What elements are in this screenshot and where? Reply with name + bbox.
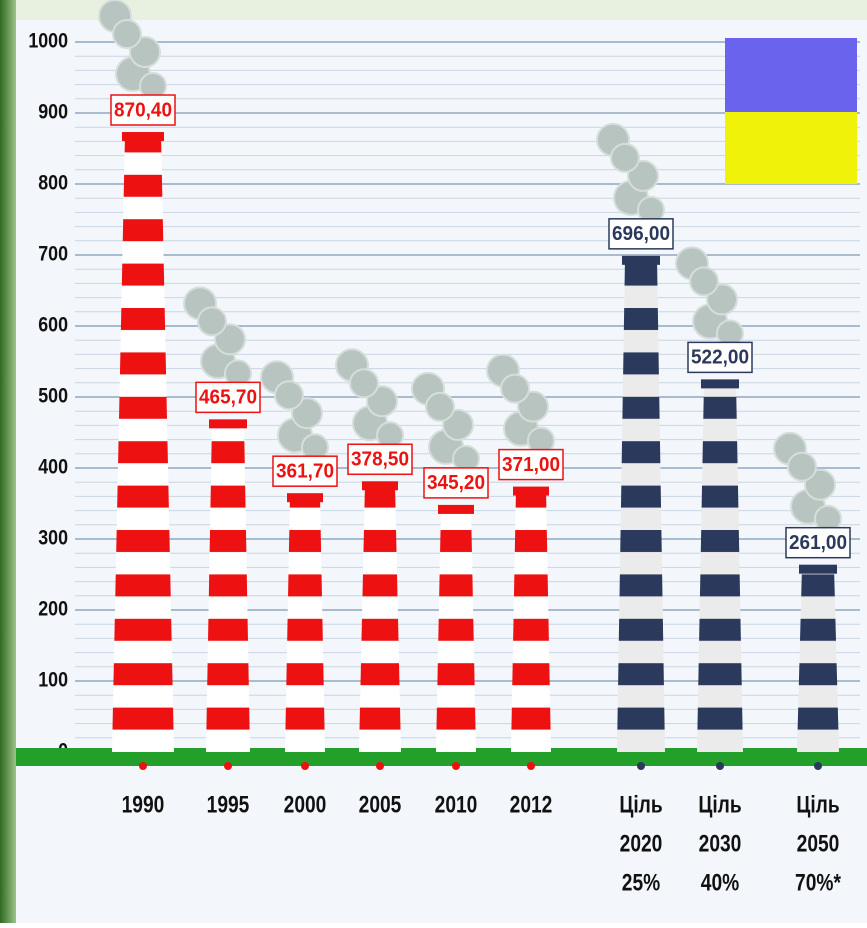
x-tick-label: 70%* — [795, 868, 841, 896]
base-dot — [139, 762, 147, 770]
y-tick-label: 300 — [38, 526, 68, 550]
y-tick-label: 1000 — [28, 29, 68, 53]
x-tick-label: 2030 — [699, 829, 742, 857]
y-tick-label: 500 — [38, 384, 68, 408]
chimney-cap — [438, 504, 474, 514]
value-label-box — [272, 455, 338, 487]
base-dot — [376, 762, 384, 770]
x-tick-label: 2050 — [797, 829, 840, 857]
value-label: 522,00 — [691, 347, 749, 369]
y-tick-label: 400 — [38, 455, 68, 479]
value-label-box — [608, 218, 674, 250]
y-tick-label: 900 — [38, 100, 68, 124]
chimney-cap — [287, 493, 323, 503]
value-label: 378,50 — [351, 449, 409, 471]
value-label-box — [687, 341, 753, 374]
smoke — [112, 19, 142, 50]
chimney-cap — [362, 481, 398, 491]
value-label-box — [785, 526, 851, 559]
value-label: 465,70 — [199, 387, 257, 409]
x-tick-label: Ціль — [796, 790, 839, 818]
bar — [206, 421, 250, 752]
base-dot — [452, 762, 460, 770]
value-label: 371,00 — [502, 454, 560, 476]
x-tick-label: 1995 — [207, 790, 250, 818]
x-tick-label: 2005 — [359, 790, 402, 818]
smoke — [787, 451, 817, 482]
base-dot — [224, 762, 232, 770]
x-tick-label: 2020 — [620, 829, 663, 857]
x-tick-label: 2010 — [435, 790, 478, 818]
smoke — [500, 373, 530, 404]
base-dot — [637, 762, 645, 770]
x-tick-label: 25% — [622, 868, 660, 896]
base-dot — [814, 762, 822, 770]
smoke — [349, 368, 379, 399]
y-tick-label: 100 — [38, 668, 68, 692]
x-tick-label: Ціль — [698, 790, 741, 818]
marks: 870,401990465,701995361,702000378,502005… — [16, 0, 867, 896]
bar — [697, 381, 743, 752]
chimney-cap — [513, 486, 549, 496]
smoke — [425, 391, 455, 422]
value-label-box — [110, 94, 176, 126]
x-tick-label: 2000 — [284, 790, 327, 818]
y-tick-label: 700 — [38, 242, 68, 266]
bar — [511, 488, 551, 752]
value-label-box — [195, 381, 261, 414]
value-label-box — [498, 448, 564, 481]
bar — [617, 257, 665, 752]
smoke — [274, 380, 304, 411]
base-dot — [527, 762, 535, 770]
smoke — [689, 266, 719, 297]
y-tick-label: 800 — [38, 171, 68, 195]
value-label: 345,20 — [427, 472, 485, 494]
flag-yellow — [725, 112, 857, 184]
ground — [16, 748, 867, 766]
chimney-cap — [701, 379, 739, 389]
chimney-cap — [209, 419, 247, 429]
y-tick-label: 600 — [38, 313, 68, 337]
x-tick-label: Ціль — [619, 790, 662, 818]
base-dot — [716, 762, 724, 770]
frame-edge — [0, 0, 16, 923]
smoke — [610, 142, 640, 173]
bar — [436, 506, 476, 752]
flag-blue — [725, 38, 857, 112]
value-label-box — [347, 443, 413, 476]
x-tick-label: 2012 — [510, 790, 553, 818]
chimney-cap — [122, 132, 164, 142]
value-label: 261,00 — [789, 532, 847, 554]
value-label: 870,40 — [114, 99, 172, 121]
bar — [359, 483, 401, 752]
chimney-cap — [799, 564, 837, 574]
smoke — [197, 306, 227, 337]
chimney-cap — [622, 255, 660, 265]
x-tick-label: 40% — [701, 868, 739, 896]
value-label-box — [423, 467, 489, 499]
bar — [797, 566, 839, 752]
value-label: 696,00 — [612, 223, 670, 245]
y-tick-label: 200 — [38, 597, 68, 621]
value-label: 361,70 — [276, 460, 334, 482]
bar — [112, 134, 174, 753]
base-dot — [301, 762, 309, 770]
bar — [285, 495, 325, 752]
x-tick-label: 1990 — [122, 790, 165, 818]
